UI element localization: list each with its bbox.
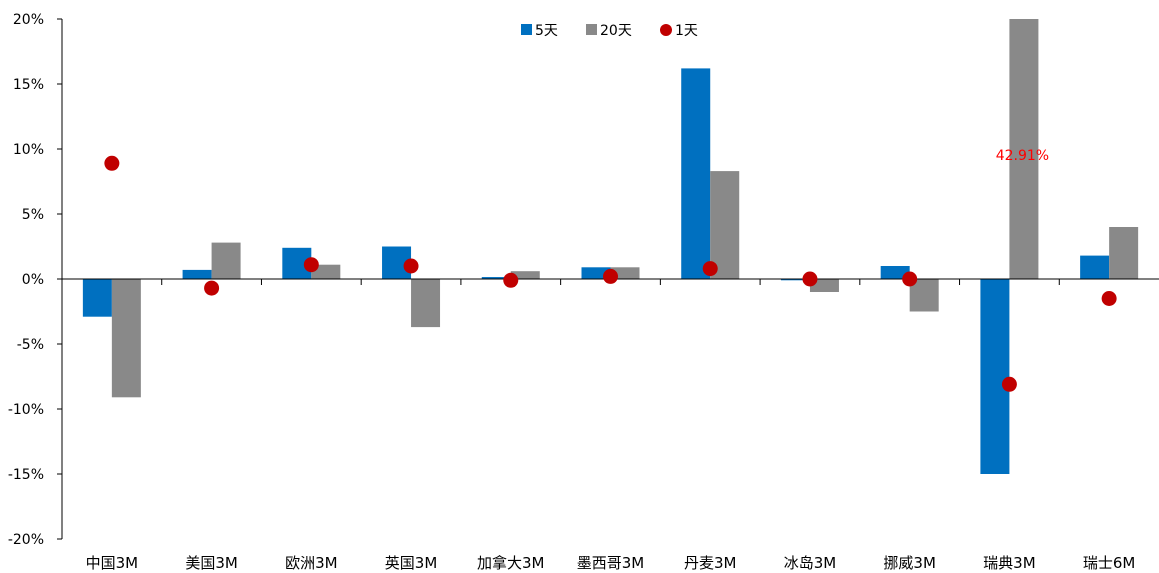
bar-20d [211, 242, 241, 279]
bar-5d [82, 279, 112, 317]
bars [82, 19, 1139, 474]
point-1d [902, 271, 918, 287]
point-1d [802, 271, 818, 287]
bar-20d [311, 264, 341, 279]
annotations: 42.91% [996, 148, 1049, 164]
y-tick-label: -15% [8, 467, 44, 483]
bar-20d [1009, 19, 1039, 279]
point-1d [403, 258, 419, 274]
x-category-label: 瑞典3M [983, 554, 1036, 572]
point-1d [303, 257, 319, 273]
y-tick-label: 5% [22, 207, 44, 223]
bar-20d [610, 267, 640, 279]
annotation-label: 42.91% [996, 148, 1049, 164]
bar-20d [710, 171, 740, 279]
legend-label-5d: 5天 [535, 23, 558, 39]
y-tick-label: 10% [13, 142, 44, 158]
y-tick-label: -5% [17, 337, 44, 353]
x-category-label: 丹麦3M [684, 554, 737, 572]
bar-5d [880, 266, 910, 279]
point-1d [603, 268, 618, 284]
y-tick-label: 0% [22, 272, 44, 288]
x-category-label: 加拿大3M [477, 554, 545, 572]
bar-5d [581, 267, 611, 279]
bar-5d [681, 68, 711, 280]
legend-swatch-20d [586, 24, 597, 35]
point-1d [702, 261, 718, 277]
y-tick-label: 20% [13, 12, 44, 28]
y-tick-label: 15% [13, 77, 44, 93]
bar-20d [1109, 227, 1139, 279]
x-category-label: 冰岛3M [784, 554, 837, 572]
x-category-label: 瑞士6M [1083, 554, 1136, 572]
bar-20d [411, 279, 441, 328]
legend-marker-1d [660, 24, 672, 36]
x-category-label: 欧洲3M [285, 554, 338, 572]
point-1d [503, 272, 519, 288]
legend-label-20d: 20天 [600, 23, 632, 39]
bar-5d [1080, 255, 1110, 279]
point-1d [1101, 291, 1117, 306]
bar-5d [780, 279, 810, 281]
legend-label-1d: 1天 [675, 23, 698, 39]
scatter-points [104, 155, 1117, 392]
y-tick-label: -10% [8, 402, 44, 418]
y-tick-label: -20% [8, 532, 44, 548]
bar-5d [980, 279, 1010, 474]
point-1d [204, 280, 220, 296]
x-category-label: 挪威3M [883, 554, 936, 572]
legend: 5天 20天 1天 [521, 23, 698, 39]
bar-20d [111, 279, 141, 398]
legend-swatch-5d [521, 24, 532, 35]
y-axis: 20% 15% 10% 5% 0% -5% -10% -15% -20% [8, 12, 63, 548]
x-category-label: 墨西哥3M [577, 554, 645, 572]
bar-20d [510, 271, 540, 279]
bar-5d [481, 277, 511, 279]
point-1d [104, 155, 120, 171]
x-category-label: 美国3M [185, 554, 238, 572]
point-1d [1001, 376, 1017, 392]
x-category-label: 英国3M [385, 554, 438, 572]
bar-20d [809, 279, 839, 292]
x-category-label: 中国3M [86, 554, 139, 572]
bar-5d [182, 269, 212, 279]
